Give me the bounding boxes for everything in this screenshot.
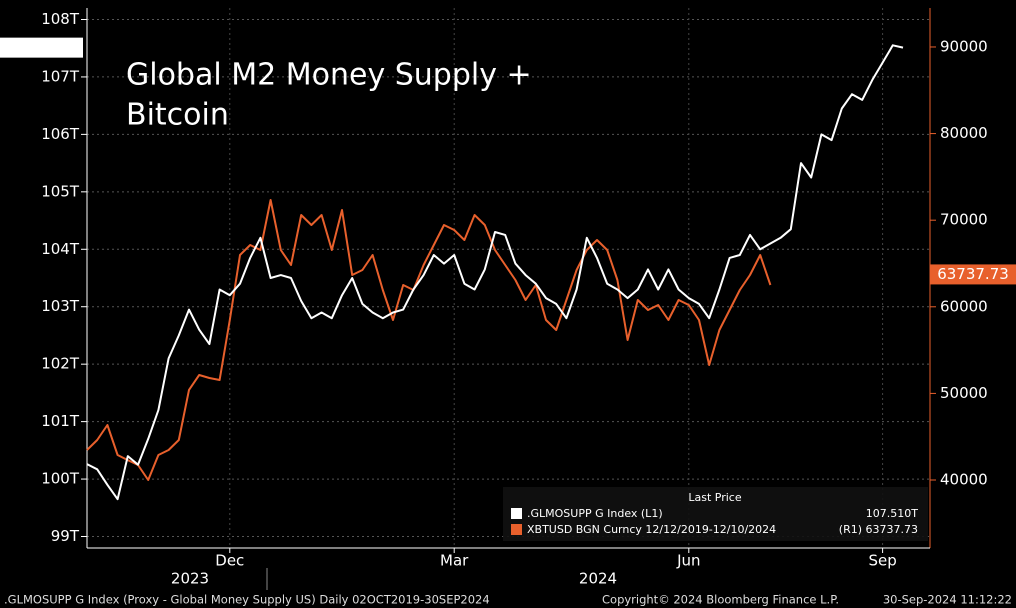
y-tick-label: 107T	[41, 67, 80, 85]
footer-text: 30-Sep-2024 11:12:22	[883, 593, 1012, 607]
legend-swatch	[511, 524, 522, 535]
x-tick-label: Sep	[868, 552, 896, 570]
chart-title: Bitcoin	[126, 98, 229, 133]
legend-box	[503, 487, 928, 541]
y-tick-label: 104T	[41, 240, 80, 258]
y-tick-label: 102T	[41, 355, 80, 373]
last-value-tag	[0, 37, 83, 58]
series-line	[86, 44, 904, 501]
y2-tick-label: 70000	[940, 211, 988, 229]
series-line	[86, 199, 772, 481]
last-value-label: 63737.73	[937, 265, 1009, 283]
x-group-label: 2023	[171, 570, 209, 588]
footer-text: Copyright© 2024 Bloomberg Finance L.P.	[602, 593, 839, 607]
chart-title: Global M2 Money Supply +	[126, 58, 532, 93]
legend-value: 107.510T	[866, 507, 918, 520]
y-tick-label: 105T	[41, 182, 80, 200]
x-tick-label: Jun	[676, 552, 700, 570]
y2-tick-label: 50000	[940, 384, 988, 402]
y2-tick-label: 80000	[940, 124, 988, 142]
footer-text: .GLMOSUPP G Index (Proxy - Global Money …	[4, 593, 490, 607]
last-value-tag	[930, 264, 1016, 285]
y-tick-label: 103T	[41, 297, 80, 315]
y2-tick-label: 40000	[940, 471, 988, 489]
legend-value: (R1) 63737.73	[839, 523, 918, 536]
legend-label: XBTUSD BGN Curncy 12/12/2019-12/10/2024	[527, 523, 776, 536]
legend-title: Last Price	[688, 491, 741, 504]
y-tick-label: 106T	[41, 125, 80, 143]
y-tick-label: 99T	[51, 527, 80, 545]
legend-swatch	[511, 508, 522, 519]
x-tick-label: Dec	[215, 552, 244, 570]
legend-label: .GLMOSUPP G Index (L1)	[527, 507, 663, 520]
y2-tick-label: 60000	[940, 297, 988, 315]
y-tick-label: 101T	[41, 412, 80, 430]
y-tick-label: 108T	[41, 10, 80, 28]
y-tick-label: 100T	[41, 470, 80, 488]
x-group-label: 2024	[579, 570, 617, 588]
x-tick-label: Mar	[440, 552, 469, 570]
last-value-label: 107.510T	[6, 38, 78, 56]
y2-tick-label: 90000	[940, 37, 988, 55]
